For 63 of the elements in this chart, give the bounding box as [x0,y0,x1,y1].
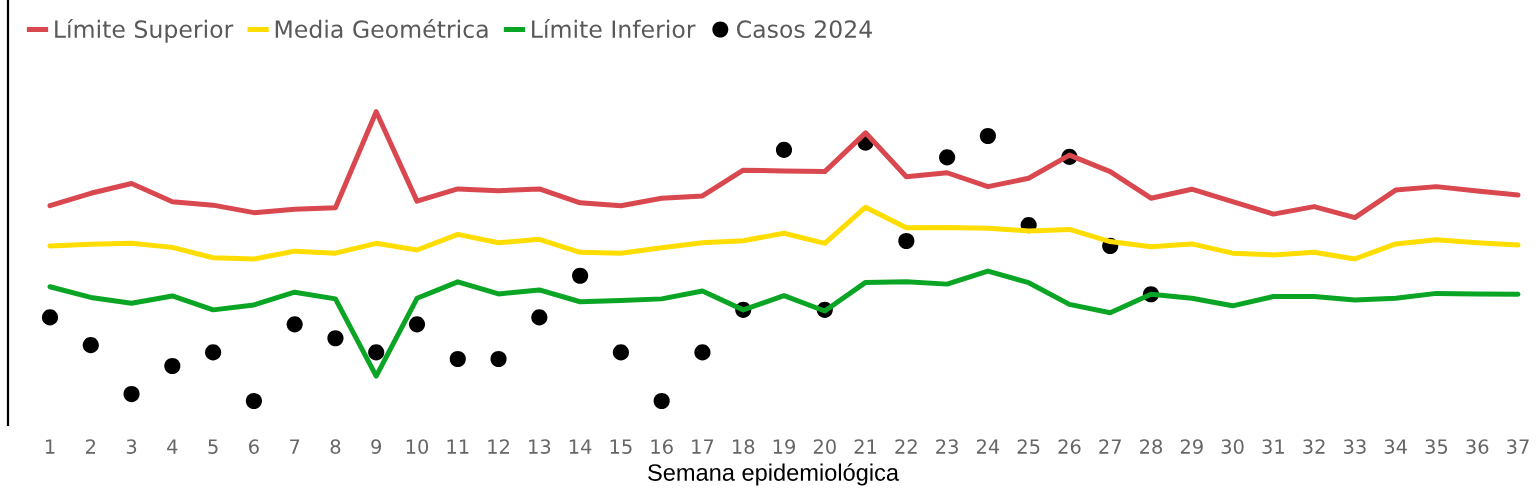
x-tick-label: 1 [45,439,55,454]
point [368,344,385,361]
x-tick-label: 25 [1017,439,1040,454]
x-tick-label: 10 [406,439,429,454]
legend-label: Límite Inferior [532,18,696,39]
point [327,330,344,347]
x-tick-label: 24 [976,439,1000,454]
x-tick-label: 11 [447,439,469,454]
legend-label: Casos 2024 [737,20,872,39]
x-tick-label: 29 [1180,439,1203,454]
x-tick-label: 14 [569,439,592,454]
x-tick-label: 16 [651,439,673,454]
point [531,309,548,326]
point [286,316,303,333]
x-tick-label: 3 [126,439,137,454]
point [82,337,99,354]
x-tick-label: 15 [610,439,632,454]
x-tick-label: 32 [1303,439,1325,454]
x-tick-label: 36 [1466,439,1489,454]
x-tick-label: 18 [732,439,755,454]
x-tick-label: 30 [1221,439,1244,454]
x-tick-label: 17 [692,439,714,454]
x-tick-label: 13 [529,439,551,454]
x-tick-label: 21 [854,439,877,454]
x-tick-label: 27 [1099,439,1121,454]
x-tick-label: 7 [290,439,300,454]
point [939,149,956,166]
x-tick-label: 8 [330,439,341,454]
point [408,316,426,333]
x-axis-title: Semana epidemiológica [648,463,900,486]
x-tick-label: 20 [813,439,836,454]
x-tick-label: 2 [86,439,96,454]
point [245,392,262,410]
x-tick-label: 31 [1262,439,1284,454]
point [490,350,507,368]
x-tick-label: 12 [488,439,509,454]
point [979,127,996,145]
point [694,344,711,361]
x-tick-label: 6 [249,439,259,454]
legend-label: Límite Superior [55,18,234,43]
x-tick-label: 4 [167,439,178,454]
x-tick-label: 34 [1384,439,1407,454]
point [572,267,589,284]
x-tick-label: 9 [371,439,382,454]
x-tick-label: 23 [936,439,958,454]
legend-label: Media Geométrica [275,18,488,39]
x-tick-label: 28 [1140,439,1163,454]
point [612,344,629,361]
point [775,141,793,158]
x-tick-label: 26 [1058,439,1081,454]
x-tick-label: 5 [208,439,218,454]
point [123,385,140,403]
point [898,232,915,250]
x-tick-label: 35 [1425,439,1448,454]
x-tick-label: 22 [895,439,917,454]
point [41,309,59,326]
x-tick-label: 33 [1344,439,1366,454]
point [449,350,466,368]
point [164,357,181,375]
x-tick-label: 19 [773,439,795,454]
point [205,344,222,361]
point [653,392,670,410]
x-tick-label: 37 [1507,439,1529,454]
